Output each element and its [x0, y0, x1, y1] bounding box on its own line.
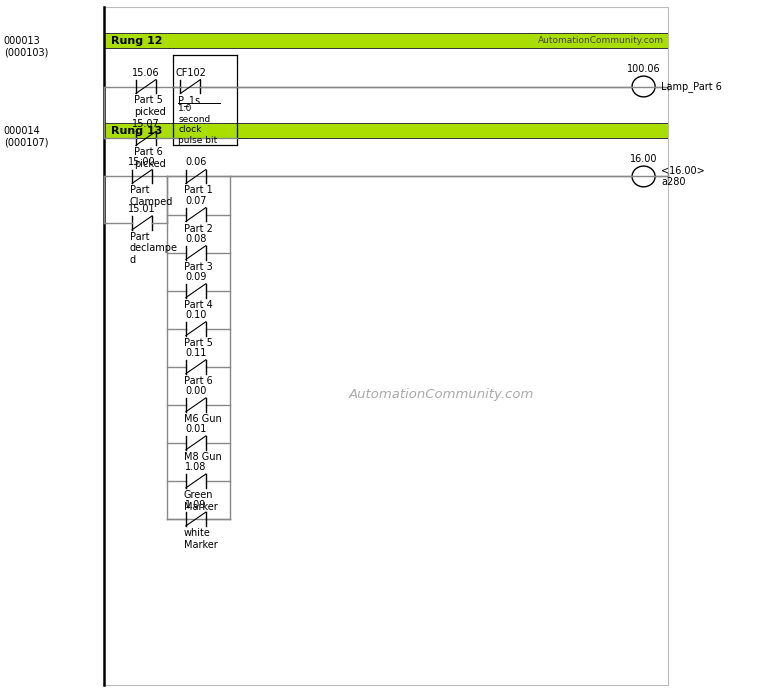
- Text: 1.09: 1.09: [185, 500, 207, 510]
- Bar: [104, 123, 668, 138]
- Text: 0.06: 0.06: [185, 158, 207, 167]
- Text: 0.00: 0.00: [185, 386, 207, 396]
- Text: Part 3: Part 3: [184, 262, 212, 271]
- Text: 000013
(000103): 000013 (000103): [4, 36, 48, 58]
- Text: 000014
(000107): 000014 (000107): [4, 126, 48, 148]
- Text: <16.00>
a280: <16.00> a280: [661, 165, 705, 188]
- Text: 0.01: 0.01: [185, 424, 207, 434]
- Text: Part 5: Part 5: [184, 338, 213, 347]
- Text: 1.0
second
clock
pulse bit: 1.0 second clock pulse bit: [178, 104, 217, 145]
- Text: 15.07: 15.07: [132, 120, 160, 129]
- Text: Part
Clamped: Part Clamped: [130, 185, 173, 207]
- Text: 0.08: 0.08: [185, 234, 207, 244]
- Text: 0.10: 0.10: [185, 310, 207, 320]
- Text: 0.11: 0.11: [185, 348, 207, 358]
- Text: Part 5
picked: Part 5 picked: [134, 95, 165, 117]
- Text: Lamp_Part 6: Lamp_Part 6: [661, 81, 722, 92]
- Text: 0.09: 0.09: [185, 272, 207, 282]
- Text: Part
declampe
d: Part declampe d: [130, 232, 177, 265]
- Text: M8 Gun: M8 Gun: [184, 452, 221, 462]
- Bar: [104, 33, 668, 48]
- Text: 16.00: 16.00: [630, 154, 657, 164]
- Text: 1.08: 1.08: [185, 462, 207, 472]
- Text: 0.07: 0.07: [185, 196, 207, 206]
- Text: Rung 13: Rung 13: [111, 126, 163, 136]
- Text: Part 1: Part 1: [184, 185, 212, 195]
- Text: 15.06: 15.06: [132, 68, 160, 78]
- Text: AutomationCommunity.com: AutomationCommunity.com: [538, 36, 664, 46]
- Text: AutomationCommunity.com: AutomationCommunity.com: [349, 388, 535, 401]
- Text: Part 6: Part 6: [184, 376, 212, 385]
- Text: 15.01: 15.01: [128, 204, 156, 214]
- Text: 100.06: 100.06: [627, 64, 660, 74]
- Text: Green
Marker: Green Marker: [184, 490, 217, 511]
- Text: Part 2: Part 2: [184, 224, 213, 233]
- Text: Rung 12: Rung 12: [111, 36, 163, 46]
- Text: CF102: CF102: [175, 68, 206, 78]
- Text: white
Marker: white Marker: [184, 528, 217, 549]
- Text: 15.00: 15.00: [128, 158, 156, 167]
- Text: Part 4: Part 4: [184, 300, 212, 309]
- Text: M6 Gun: M6 Gun: [184, 414, 221, 424]
- Text: P_1s: P_1s: [178, 95, 200, 107]
- Text: Part 6
picked: Part 6 picked: [134, 147, 165, 169]
